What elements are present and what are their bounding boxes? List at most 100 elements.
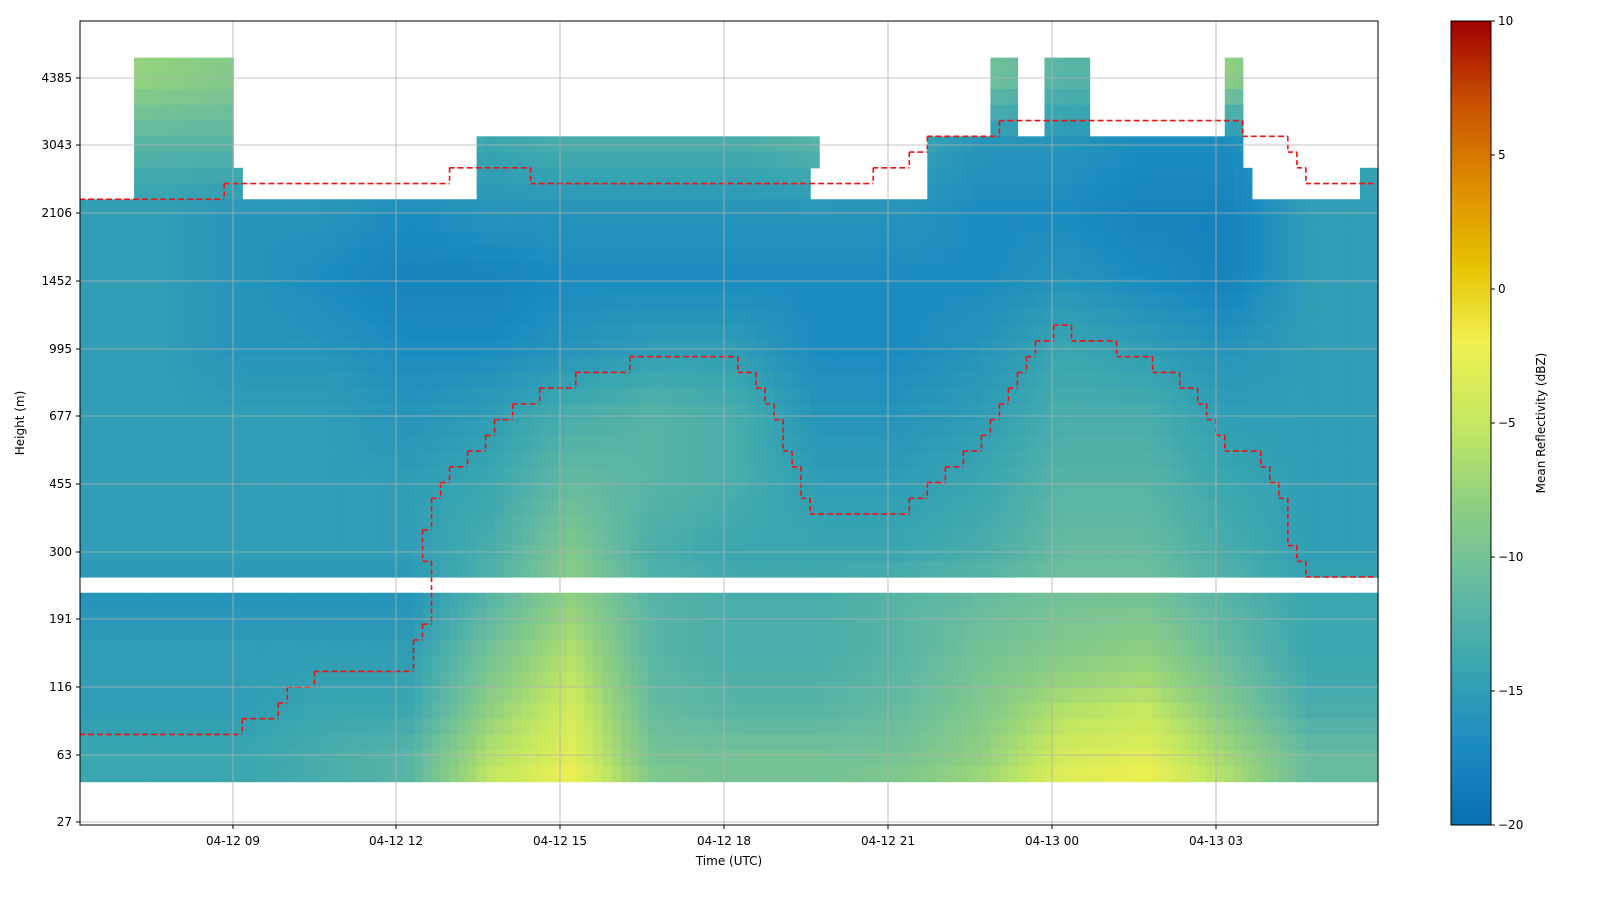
heatmap-cell bbox=[1251, 356, 1262, 374]
heatmap-cell bbox=[305, 529, 315, 547]
heatmap-cell bbox=[783, 624, 793, 641]
heatmap-cell bbox=[810, 136, 820, 153]
heatmap-cell bbox=[179, 561, 189, 578]
heatmap-cell bbox=[801, 325, 811, 342]
heatmap-cell bbox=[656, 136, 667, 153]
heatmap-cell bbox=[1305, 403, 1316, 421]
heatmap-cell bbox=[377, 592, 388, 610]
heatmap-cell bbox=[1341, 561, 1352, 578]
heatmap-cell bbox=[260, 388, 270, 405]
heatmap-cell bbox=[341, 230, 352, 248]
heatmap-cell bbox=[1287, 246, 1298, 263]
heatmap-cell bbox=[1017, 466, 1028, 484]
heatmap-cell bbox=[918, 466, 928, 484]
heatmap-cell bbox=[521, 246, 532, 263]
heatmap-cell bbox=[1233, 482, 1244, 499]
heatmap-cell bbox=[783, 514, 793, 531]
heatmap-cell bbox=[566, 435, 577, 452]
heatmap-cell bbox=[296, 561, 306, 578]
heatmap-cell bbox=[1197, 592, 1208, 610]
heatmap-cell bbox=[1152, 687, 1163, 704]
heatmap-cell bbox=[494, 608, 505, 625]
heatmap-cell bbox=[206, 246, 216, 263]
heatmap-cell bbox=[107, 246, 117, 263]
heatmap-cell bbox=[1098, 136, 1109, 153]
heatmap-cell bbox=[1008, 309, 1019, 326]
heatmap-cell bbox=[584, 529, 595, 547]
heatmap-cell bbox=[440, 309, 451, 326]
heatmap-cell bbox=[485, 372, 496, 389]
heatmap-cell bbox=[512, 545, 523, 562]
heatmap-cell bbox=[756, 545, 766, 562]
heatmap-cell bbox=[1341, 372, 1352, 389]
heatmap-cell bbox=[1314, 671, 1325, 688]
heatmap-cell bbox=[882, 356, 892, 374]
heatmap-cell bbox=[1044, 199, 1055, 216]
heatmap-cell bbox=[1089, 356, 1100, 374]
heatmap-cell bbox=[756, 687, 766, 704]
heatmap-cell bbox=[404, 514, 415, 531]
heatmap-cell bbox=[332, 372, 342, 389]
heatmap-cell bbox=[557, 592, 568, 610]
heatmap-cell bbox=[305, 215, 315, 232]
heatmap-cell bbox=[656, 687, 667, 704]
heatmap-cell bbox=[359, 215, 370, 232]
heatmap-cell bbox=[855, 293, 865, 311]
heatmap-cell bbox=[503, 671, 514, 688]
heatmap-cell bbox=[1242, 592, 1253, 610]
heatmap-cell bbox=[719, 152, 730, 169]
heatmap-cell bbox=[296, 655, 306, 673]
heatmap-cell bbox=[629, 309, 640, 326]
heatmap-cell bbox=[674, 608, 685, 625]
heatmap-cell bbox=[990, 655, 1001, 673]
heatmap-cell bbox=[1305, 199, 1316, 216]
heatmap-cell bbox=[1026, 293, 1037, 311]
heatmap-cell bbox=[224, 514, 234, 531]
heatmap-cell bbox=[819, 466, 829, 484]
heatmap-cell bbox=[341, 624, 352, 641]
heatmap-cell bbox=[1305, 529, 1316, 547]
heatmap-cell bbox=[719, 466, 730, 484]
heatmap-cell bbox=[674, 152, 685, 169]
heatmap-cell bbox=[701, 199, 712, 216]
heatmap-cell bbox=[1197, 152, 1208, 169]
heatmap-cell bbox=[161, 592, 171, 610]
heatmap-cell bbox=[287, 482, 297, 499]
heatmap-cell bbox=[1080, 372, 1091, 389]
heatmap-cell bbox=[521, 309, 532, 326]
heatmap-cell bbox=[125, 624, 135, 641]
heatmap-cell bbox=[323, 466, 333, 484]
heatmap-cell bbox=[1071, 687, 1082, 704]
heatmap-cell bbox=[233, 655, 243, 673]
heatmap-cell bbox=[512, 608, 523, 625]
heatmap-cell bbox=[1116, 451, 1127, 468]
heatmap-cell bbox=[611, 183, 622, 200]
heatmap-cell bbox=[1152, 592, 1163, 610]
heatmap-cell bbox=[539, 183, 550, 200]
heatmap-cell bbox=[1296, 498, 1307, 515]
heatmap-cell bbox=[224, 246, 234, 263]
heatmap-cell bbox=[1224, 167, 1235, 185]
heatmap-cell bbox=[927, 246, 937, 263]
heatmap-cell bbox=[467, 608, 478, 625]
heatmap-cell bbox=[584, 152, 595, 169]
heatmap-cell bbox=[1179, 561, 1190, 578]
heatmap-cell bbox=[710, 152, 721, 169]
heatmap-cell bbox=[963, 592, 973, 610]
heatmap-cell bbox=[593, 183, 604, 200]
heatmap-cell bbox=[638, 514, 649, 531]
heatmap-cell bbox=[774, 529, 784, 547]
heatmap-cell bbox=[738, 498, 748, 515]
heatmap-cell bbox=[972, 498, 982, 515]
heatmap-cell bbox=[891, 325, 901, 342]
heatmap-cell bbox=[1116, 152, 1127, 169]
heatmap-cell bbox=[710, 403, 721, 421]
heatmap-cell bbox=[134, 104, 144, 122]
heatmap-cell bbox=[368, 514, 379, 531]
heatmap-cell bbox=[855, 624, 865, 641]
heatmap-cell bbox=[233, 687, 243, 704]
heatmap-cell bbox=[1152, 466, 1163, 484]
heatmap-cell bbox=[143, 466, 153, 484]
heatmap-cell bbox=[197, 89, 207, 106]
heatmap-cell bbox=[332, 325, 342, 342]
